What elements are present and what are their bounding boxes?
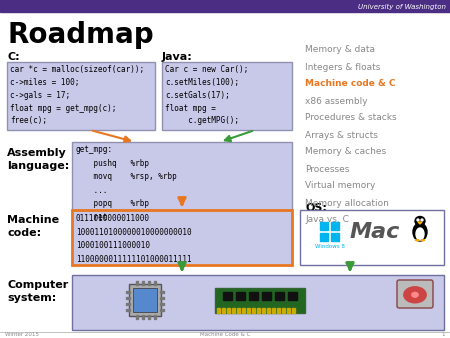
Bar — [262, 291, 271, 299]
Polygon shape — [421, 240, 425, 241]
Bar — [154, 281, 156, 285]
Text: Procedures & stacks: Procedures & stacks — [305, 114, 396, 122]
Bar — [217, 308, 220, 313]
FancyBboxPatch shape — [162, 62, 292, 130]
Ellipse shape — [415, 217, 425, 225]
Text: x86 assembly: x86 assembly — [305, 97, 368, 105]
Ellipse shape — [413, 223, 427, 241]
Bar — [320, 233, 328, 241]
Bar — [292, 308, 295, 313]
FancyBboxPatch shape — [72, 142, 292, 210]
Bar — [242, 308, 245, 313]
Bar — [154, 315, 156, 319]
Text: University of Washington: University of Washington — [358, 4, 446, 10]
Bar — [222, 308, 225, 313]
Bar — [232, 308, 235, 313]
Bar — [237, 308, 240, 313]
Text: car *c = malloc(sizeof(car));
c->miles = 100;
c->gals = 17;
float mpg = get_mpg(: car *c = malloc(sizeof(car)); c->miles =… — [10, 65, 144, 125]
Bar — [267, 308, 270, 313]
Bar — [136, 281, 138, 285]
Bar — [287, 308, 290, 313]
Text: Windows 8: Windows 8 — [315, 244, 345, 249]
Text: Mac: Mac — [350, 222, 400, 242]
Bar — [126, 291, 130, 293]
Bar — [320, 222, 328, 230]
Bar — [160, 297, 164, 299]
FancyBboxPatch shape — [129, 284, 161, 316]
Polygon shape — [415, 240, 419, 241]
Bar — [257, 308, 260, 313]
Bar — [247, 308, 250, 313]
Bar — [252, 308, 255, 313]
Bar — [126, 297, 130, 299]
FancyBboxPatch shape — [7, 62, 155, 130]
FancyBboxPatch shape — [300, 210, 444, 265]
Bar — [148, 315, 150, 319]
Text: Winter 2015: Winter 2015 — [5, 333, 39, 338]
FancyBboxPatch shape — [72, 210, 292, 265]
Text: Roadmap: Roadmap — [7, 21, 153, 49]
Text: OS:: OS: — [305, 203, 327, 213]
Bar — [148, 281, 150, 285]
Bar — [136, 315, 138, 319]
Bar — [277, 308, 280, 313]
Text: C:: C: — [7, 52, 20, 62]
Bar — [142, 315, 144, 319]
Bar — [215, 288, 305, 313]
Text: Memory allocation: Memory allocation — [305, 198, 389, 208]
Text: 1: 1 — [441, 333, 445, 338]
Ellipse shape — [404, 287, 426, 303]
Bar — [223, 291, 232, 299]
Bar — [126, 303, 130, 305]
Text: Machine Code & C: Machine Code & C — [200, 333, 250, 338]
Text: Car c = new Car();
c.setMiles(100);
c.setGals(17);
float mpg =
     c.getMPG();: Car c = new Car(); c.setMiles(100); c.se… — [165, 65, 248, 125]
Text: 0111010000011000
1000110100000010000000010
1000100111000010
11000000111111010000: 0111010000011000 10001101000000100000000… — [76, 214, 192, 264]
Text: Arrays & structs: Arrays & structs — [305, 130, 378, 140]
Bar — [282, 308, 285, 313]
Text: Assembly
language:: Assembly language: — [7, 148, 69, 171]
Text: Integers & floats: Integers & floats — [305, 63, 380, 72]
Text: Virtual memory: Virtual memory — [305, 182, 375, 191]
Text: Machine
code:: Machine code: — [7, 215, 59, 238]
Text: Memory & data: Memory & data — [305, 46, 375, 54]
Text: Java:: Java: — [162, 52, 193, 62]
Bar — [331, 233, 339, 241]
Bar — [275, 291, 284, 299]
Bar — [126, 309, 130, 311]
Text: Computer
system:: Computer system: — [7, 280, 68, 303]
Bar — [227, 308, 230, 313]
Bar — [0, 0, 450, 12]
Text: Memory & caches: Memory & caches — [305, 147, 386, 156]
Bar — [142, 281, 144, 285]
Bar — [160, 291, 164, 293]
Polygon shape — [418, 222, 422, 224]
FancyBboxPatch shape — [72, 275, 444, 330]
Bar — [262, 308, 265, 313]
Bar — [272, 308, 275, 313]
FancyBboxPatch shape — [397, 280, 433, 308]
FancyBboxPatch shape — [133, 288, 157, 312]
Ellipse shape — [416, 228, 424, 240]
Bar — [160, 309, 164, 311]
Ellipse shape — [421, 219, 423, 221]
Text: Java vs. C: Java vs. C — [305, 216, 349, 224]
Bar — [331, 222, 339, 230]
Text: Machine code & C: Machine code & C — [305, 79, 396, 89]
Ellipse shape — [417, 219, 419, 221]
Bar — [288, 291, 297, 299]
Text: get_mpg:
    pushq   %rbp
    movq    %rsp, %rbp
    ...
    popq    %rbp
    re: get_mpg: pushq %rbp movq %rsp, %rbp ... … — [75, 145, 177, 222]
Bar — [249, 291, 258, 299]
Ellipse shape — [412, 292, 418, 297]
Bar — [236, 291, 245, 299]
Text: Processes: Processes — [305, 165, 349, 173]
Bar — [160, 303, 164, 305]
